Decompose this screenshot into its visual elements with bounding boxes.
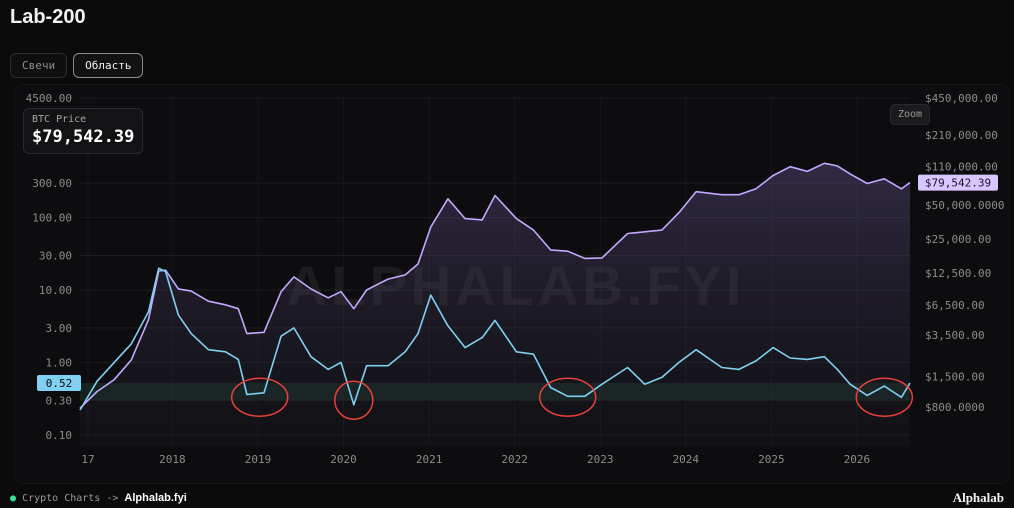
right-tick-label: $800.0000 [925,401,985,414]
x-tick-label: 17 [81,453,94,466]
left-tick-label: 10.00 [39,284,72,297]
left-tick-label: 0.30 [46,394,73,407]
price-value-badge [918,174,998,191]
right-tick-label: $50,000.0000 [925,199,1004,212]
tab-candles[interactable]: Свечи [10,53,68,78]
price-card-label: BTC Price [32,114,87,125]
x-tick-label: 2024 [673,453,700,466]
page-title: Lab-200 [10,6,86,28]
right-tick-label: $210,000.00 [925,129,998,142]
right-tick-label: $6,500.00 [925,299,985,312]
x-tick-label: 2019 [245,453,272,466]
x-tick-label: 2022 [501,453,528,466]
x-tick-label: 2025 [758,453,785,466]
footer: ● Crypto Charts -> Alphalab.fyi [10,492,187,504]
price-line [79,162,911,409]
status-dot-icon: ● [10,493,17,504]
indicator-value-text: 0.52 [46,377,73,390]
x-tick-label: 2018 [159,453,186,466]
right-tick-label: $1,500.00 [925,370,985,383]
x-tick-label: 2026 [844,453,871,466]
chart-type-tabs: Свечи Область [10,53,144,78]
left-tick-label: 100.00 [32,212,72,225]
price-card: BTC Price $79,542.39 [23,108,144,154]
left-tick-label: 3.00 [46,322,73,335]
indicator-line [79,267,911,411]
right-tick-label: $12,500.00 [925,267,991,280]
annotation-circle [855,377,914,418]
annotation-circle [230,377,289,418]
right-tick-label: $25,000.00 [925,233,991,246]
left-tick-label: 0.10 [46,429,73,442]
left-tick-label: 1.00 [46,356,73,369]
left-tick-label: 300.00 [32,177,72,190]
indicator-value-badge [37,374,81,391]
left-tick-label: 30.00 [39,250,72,263]
x-tick-label: 2020 [330,453,357,466]
left-tick-label: 4500.00 [26,92,72,105]
annotation-circle [538,377,597,418]
x-tick-label: 2023 [587,453,614,466]
zoom-button[interactable]: Zoom [890,104,931,125]
annotation-circle [334,380,374,421]
right-tick-label: $450,000.00 [925,92,998,105]
tab-area[interactable]: Область [73,53,144,78]
price-value-text: $79,542.39 [925,177,991,190]
x-tick-label: 2021 [416,453,443,466]
right-tick-label: $3,500.00 [925,329,985,342]
footer-prefix: Crypto Charts -> [22,493,119,504]
price-area [80,163,910,447]
price-card-value: $79,542.39 [32,127,135,147]
alphalab-logo: Alphalab [952,490,1004,505]
right-tick-label: $110,000.00 [925,161,998,174]
footer-brand-link[interactable]: Alphalab.fyi [124,492,187,504]
